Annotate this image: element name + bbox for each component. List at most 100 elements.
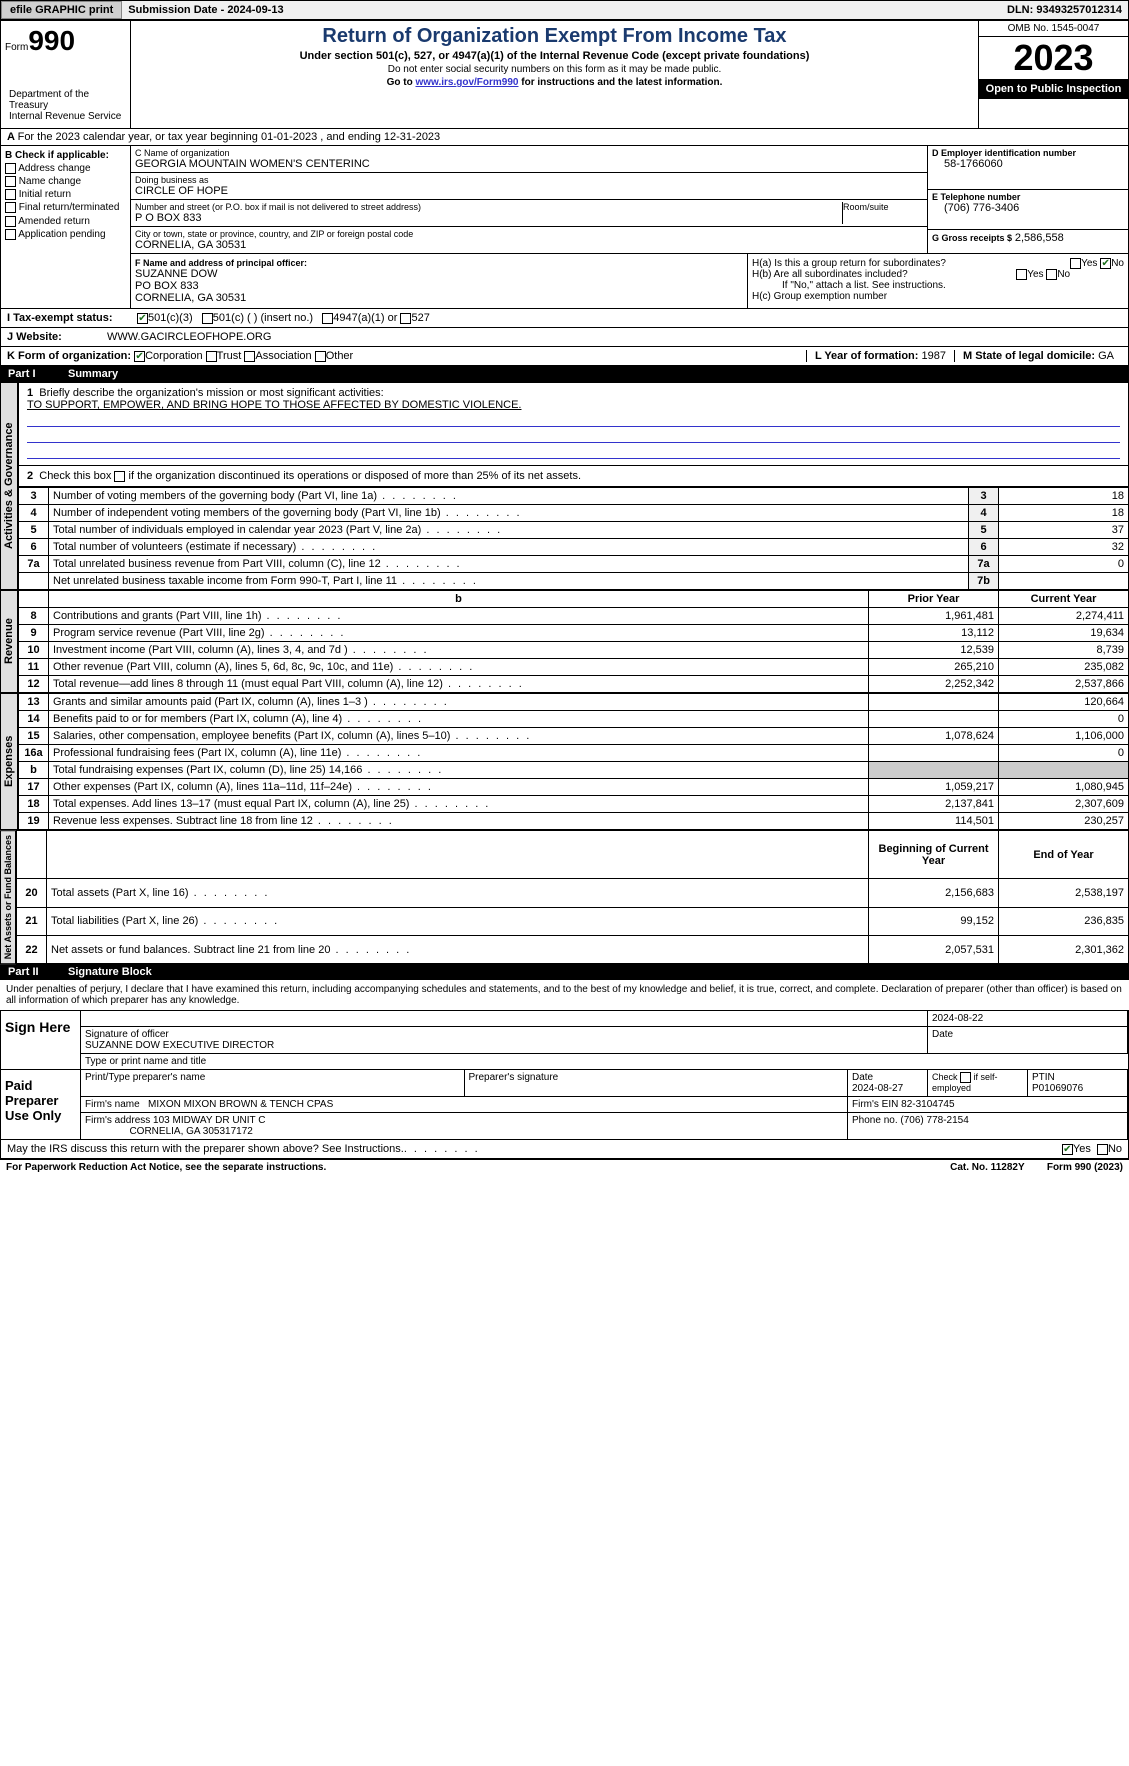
prior-value: 114,501: [869, 813, 999, 830]
officer-sig-label: Signature of officer: [85, 1029, 923, 1040]
line-num: 6: [969, 539, 999, 556]
form-header: Form990 Department of the Treasury Inter…: [0, 20, 1129, 129]
ha-yes[interactable]: [1070, 258, 1081, 269]
room-label: Room/suite: [843, 202, 923, 212]
check-initial[interactable]: [5, 189, 16, 200]
current-value: 2,274,411: [999, 608, 1129, 625]
check-other[interactable]: [315, 351, 326, 362]
ein-value: 58-1766060: [932, 158, 1124, 170]
row-num: 20: [17, 879, 47, 907]
end-year-hdr: End of Year: [999, 831, 1129, 879]
firm-name-label: Firm's name: [85, 1099, 140, 1110]
discuss-no[interactable]: [1097, 1144, 1108, 1155]
top-bar: efile GRAPHIC print Submission Date - 20…: [0, 0, 1129, 20]
line-a: A For the 2023 calendar year, or tax yea…: [0, 129, 1129, 146]
firm-addr2: CORNELIA, GA 305317172: [129, 1126, 252, 1137]
ein-label: D Employer identification number: [932, 148, 1124, 158]
city-state-zip: CORNELIA, GA 30531: [135, 239, 923, 251]
check-corp[interactable]: [134, 351, 145, 362]
check-4947[interactable]: [322, 313, 333, 324]
ssn-note: Do not enter social security numbers on …: [135, 64, 974, 75]
prior-value: 1,078,624: [869, 728, 999, 745]
row-num: 6: [19, 539, 49, 556]
row-label: Total liabilities (Part X, line 26): [47, 907, 869, 935]
row-label: Investment income (Part VIII, column (A)…: [49, 642, 869, 659]
hb-yes[interactable]: [1016, 269, 1027, 280]
col-b-hdr: b: [49, 591, 869, 608]
dba-label: Doing business as: [135, 175, 923, 185]
row-label: Salaries, other compensation, employee b…: [49, 728, 869, 745]
check-527[interactable]: [400, 313, 411, 324]
self-employed-check: Check if self-employed: [928, 1070, 1028, 1096]
rev-section-label: Revenue: [0, 590, 18, 693]
discuss-text: May the IRS discuss this return with the…: [7, 1143, 404, 1155]
check-501c[interactable]: [202, 313, 213, 324]
ha-no[interactable]: [1100, 258, 1111, 269]
check-trust[interactable]: [206, 351, 217, 362]
net-section-label: Net Assets or Fund Balances: [0, 830, 16, 964]
form-title: Return of Organization Exempt From Incom…: [135, 25, 974, 48]
end-value: 2,301,362: [999, 935, 1129, 963]
penalty-statement: Under penalties of perjury, I declare th…: [0, 980, 1129, 1010]
row-label: Professional fundraising fees (Part IX, …: [49, 745, 869, 762]
row-value: 32: [999, 539, 1129, 556]
current-value: 2,537,866: [999, 676, 1129, 693]
irs-link[interactable]: www.irs.gov/Form990: [415, 77, 518, 88]
row-label: Program service revenue (Part VIII, line…: [49, 625, 869, 642]
form-footer: Form 990 (2023): [1047, 1162, 1123, 1173]
begin-value: 99,152: [869, 907, 999, 935]
row-value: 18: [999, 488, 1129, 505]
h-b-label: H(b) Are all subordinates included?: [752, 269, 908, 280]
row-num: 16a: [19, 745, 49, 762]
officer-name: SUZANNE DOW: [135, 268, 743, 280]
row-num: 15: [19, 728, 49, 745]
box-b-title: B Check if applicable:: [5, 150, 126, 161]
end-value: 2,538,197: [999, 879, 1129, 907]
addr-label: Number and street (or P.O. box if mail i…: [135, 202, 842, 212]
receipts-value: 2,586,558: [1015, 232, 1064, 244]
check-pending[interactable]: [5, 229, 16, 240]
discuss-yes[interactable]: [1062, 1144, 1073, 1155]
check-assoc[interactable]: [244, 351, 255, 362]
efile-print-button[interactable]: efile GRAPHIC print: [1, 1, 122, 19]
line-num: 7b: [969, 573, 999, 590]
line-num: 7a: [969, 556, 999, 573]
city-label: City or town, state or province, country…: [135, 229, 923, 239]
firm-phone: (706) 778-2154: [900, 1115, 968, 1126]
name-label: C Name of organization: [135, 148, 923, 158]
prior-value: 13,112: [869, 625, 999, 642]
tax-year: 2023: [979, 37, 1128, 79]
check-name-change[interactable]: [5, 176, 16, 187]
paperwork-notice: For Paperwork Reduction Act Notice, see …: [6, 1162, 326, 1173]
opt-address: Address change: [18, 163, 90, 174]
firm-phone-label: Phone no.: [852, 1115, 898, 1126]
row-value: 0: [999, 556, 1129, 573]
opt-initial: Initial return: [19, 189, 71, 200]
current-value: 235,082: [999, 659, 1129, 676]
prior-value: 2,137,841: [869, 796, 999, 813]
row-label: Total number of individuals employed in …: [49, 522, 969, 539]
prior-value: [869, 711, 999, 728]
form-number: 990: [28, 25, 75, 56]
check-501c3[interactable]: [137, 313, 148, 324]
row-num: 13: [19, 694, 49, 711]
prep-sig-label: Preparer's signature: [465, 1070, 849, 1096]
check-discontinued[interactable]: [114, 471, 125, 482]
check-address-change[interactable]: [5, 163, 16, 174]
hb-no[interactable]: [1046, 269, 1057, 280]
line-num: 5: [969, 522, 999, 539]
officer-sig-date: 2024-08-22: [928, 1011, 1128, 1026]
website-value: WWW.GACIRCLEOFHOPE.ORG: [107, 331, 271, 343]
sign-here-label: Sign Here: [1, 1011, 81, 1069]
gov-section-label: Activities & Governance: [0, 382, 18, 590]
phone-label: E Telephone number: [932, 192, 1124, 202]
opt-assoc: Association: [255, 350, 311, 362]
current-value: 2,307,609: [999, 796, 1129, 813]
check-final[interactable]: [5, 202, 16, 213]
row-label: Contributions and grants (Part VIII, lin…: [49, 608, 869, 625]
line-num: 4: [969, 505, 999, 522]
row-num: 12: [19, 676, 49, 693]
check-amended[interactable]: [5, 216, 16, 227]
row-num: 7a: [19, 556, 49, 573]
check-self-employed[interactable]: [960, 1072, 971, 1083]
